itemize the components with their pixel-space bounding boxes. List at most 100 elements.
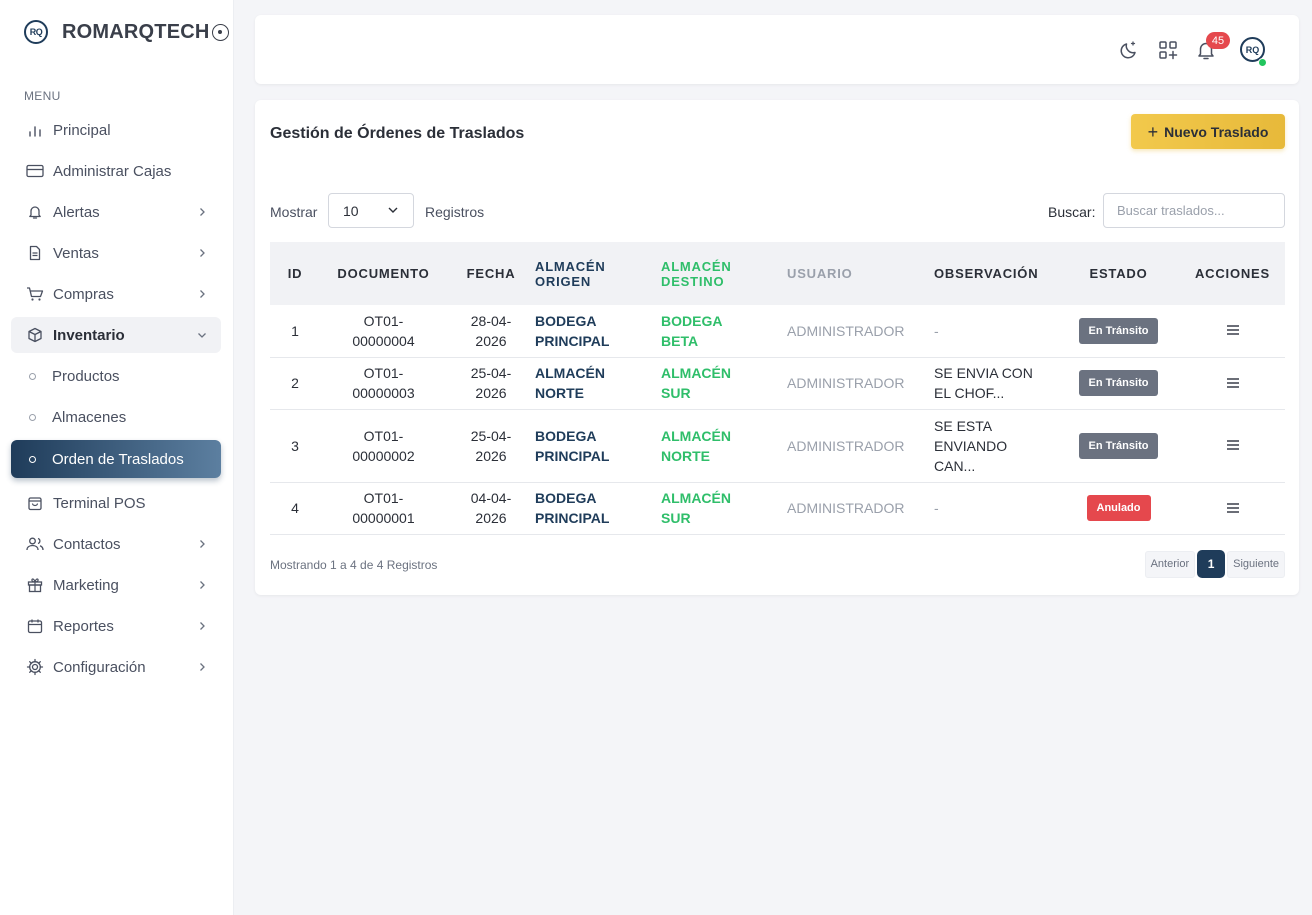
- sidebar-item-label: Reportes: [53, 617, 114, 635]
- doc-line: 00000001: [352, 510, 415, 526]
- sidebar: RQ ROMARQTECH MENU Principal Administrar…: [0, 0, 234, 915]
- settings-icon: [25, 657, 45, 677]
- table-row: 3 OT01- 00000002 25-04- 2026 BODEGA PRINCIP…: [270, 409, 1285, 483]
- column-header-almacen-origen[interactable]: ALMACÉN ORIGEN: [535, 242, 661, 305]
- obs-line: -: [934, 322, 939, 339]
- cell-origen: BODEGA PRINCIPAL: [535, 305, 661, 358]
- chevron-right-icon: [195, 619, 209, 633]
- sidebar-subitem-productos[interactable]: Productos: [11, 358, 221, 394]
- table-row: 2 OT01- 00000003 25-04- 2026 ALMACÉN NORTE …: [270, 357, 1285, 410]
- date-line: 04-04-: [470, 490, 512, 506]
- chevron-down-icon: [387, 203, 399, 219]
- new-transfer-label: Nuevo Traslado: [1164, 123, 1269, 140]
- sidebar-subitem-almacenes[interactable]: Almacenes: [11, 399, 221, 435]
- sidebar-item-administrar-cajas[interactable]: Administrar Cajas: [11, 153, 221, 189]
- sidebar-item-contactos[interactable]: Contactos: [11, 526, 221, 562]
- pagination-page-1[interactable]: 1: [1197, 550, 1226, 578]
- origin-line: BODEGA: [535, 312, 597, 329]
- sidebar-subitem-orden-de-traslados[interactable]: Orden de Traslados: [11, 440, 221, 478]
- date-line: 2026: [475, 332, 507, 349]
- sidebar-item-reportes[interactable]: Reportes: [11, 608, 221, 644]
- doc-line: OT01-: [363, 427, 404, 444]
- cell-estado: En Tránsito: [1057, 409, 1180, 483]
- search-input[interactable]: [1103, 193, 1285, 228]
- sidebar-toggle-icon[interactable]: [211, 23, 229, 41]
- notifications-badge: 45: [1206, 32, 1230, 49]
- actions-menu-icon[interactable]: [1223, 498, 1243, 518]
- header-line: ALMACÉN: [661, 258, 732, 274]
- cell-destino: ALMACÉN SUR: [661, 482, 787, 535]
- chevron-down-icon: [195, 328, 209, 342]
- status-badge: En Tránsito: [1078, 370, 1159, 396]
- actions-menu-icon[interactable]: [1223, 320, 1243, 340]
- brand[interactable]: RQ ROMARQTECH: [24, 20, 229, 44]
- cell-observacion: -: [934, 482, 1057, 535]
- column-header-almacen-destino[interactable]: ALMACÉN DESTINO: [661, 242, 787, 305]
- cell-id: 1: [270, 305, 320, 358]
- origin-line: NORTE: [535, 385, 584, 401]
- users-icon: [25, 534, 45, 554]
- actions-menu-icon[interactable]: [1223, 373, 1243, 393]
- cell-documento: OT01- 00000002: [320, 409, 447, 483]
- sidebar-item-label: Compras: [53, 285, 114, 303]
- dest-line: ALMACÉN: [661, 490, 731, 506]
- cell-id: 3: [270, 409, 320, 483]
- cell-documento: OT01- 00000004: [320, 305, 447, 358]
- table-row: 4 OT01- 00000001 04-04- 2026 BODEGA PRINCIP…: [270, 482, 1285, 535]
- doc-line: OT01-: [363, 312, 404, 329]
- brand-logo: RQ: [24, 20, 48, 44]
- column-header-id[interactable]: ID: [270, 242, 320, 305]
- new-transfer-button[interactable]: + Nuevo Traslado: [1131, 114, 1285, 149]
- sidebar-item-label: Alertas: [53, 203, 100, 221]
- cell-observacion: -: [934, 305, 1057, 358]
- sidebar-item-configuracion[interactable]: Configuración: [11, 649, 221, 685]
- cell-estado: Anulado: [1057, 482, 1180, 535]
- cell-estado: En Tránsito: [1057, 357, 1180, 410]
- sidebar-item-label: Principal: [53, 121, 111, 139]
- column-header-documento[interactable]: DOCUMENTO: [320, 242, 447, 305]
- plus-icon: +: [1147, 121, 1159, 142]
- sidebar-item-compras[interactable]: Compras: [11, 276, 221, 312]
- transfers-table: ID DOCUMENTO FECHA ALMACÉN ORIGEN ALMACÉN…: [270, 242, 1285, 535]
- obs-line: CAN...: [934, 457, 976, 474]
- sidebar-item-terminal-pos[interactable]: Terminal POS: [11, 485, 221, 521]
- pagination-prev-button[interactable]: Anterior: [1144, 550, 1196, 578]
- user-avatar[interactable]: RQ: [1240, 37, 1265, 62]
- column-header-usuario[interactable]: USUARIO: [787, 242, 934, 305]
- dest-line: ALMACÉN: [661, 365, 731, 381]
- cell-observacion: SE ESTA ENVIANDO CAN...: [934, 409, 1057, 483]
- sidebar-item-label: Configuración: [53, 658, 146, 676]
- obs-line: ENVIANDO: [934, 437, 1008, 454]
- cell-estado: En Tránsito: [1057, 305, 1180, 358]
- obs-line: EL CHOF...: [934, 385, 1005, 401]
- cell-id: 2: [270, 357, 320, 410]
- pagination-next-button[interactable]: Siguiente: [1227, 550, 1285, 578]
- column-header-observacion[interactable]: OBSERVACIÓN: [934, 242, 1057, 305]
- sidebar-item-principal[interactable]: Principal: [11, 112, 221, 148]
- sidebar-item-label: Contactos: [53, 535, 121, 553]
- sidebar-item-ventas[interactable]: Ventas: [11, 235, 221, 271]
- actions-menu-icon[interactable]: [1223, 435, 1243, 455]
- date-line: 2026: [475, 447, 507, 464]
- apps-grid-icon[interactable]: [1157, 39, 1179, 61]
- dest-line: BODEGA: [661, 312, 723, 329]
- sidebar-item-inventario[interactable]: Inventario: [11, 317, 221, 353]
- sidebar-item-alertas[interactable]: Alertas: [11, 194, 221, 230]
- column-header-estado[interactable]: ESTADO: [1057, 242, 1180, 305]
- cell-documento: OT01- 00000001: [320, 482, 447, 535]
- page-size-select[interactable]: 10: [328, 193, 414, 228]
- date-line: 25-04-: [470, 365, 512, 381]
- gift-icon: [25, 575, 45, 595]
- column-header-fecha[interactable]: FECHA: [447, 242, 535, 305]
- dark-mode-moon-icon[interactable]: [1118, 39, 1140, 61]
- cell-usuario: ADMINISTRADOR: [787, 409, 934, 483]
- doc-line: 00000003: [352, 385, 415, 401]
- chevron-right-icon: [195, 205, 209, 219]
- sidebar-item-label: Marketing: [53, 576, 119, 594]
- page-title: Gestión de Órdenes de Traslados: [270, 125, 525, 142]
- dest-line: BETA: [661, 332, 699, 349]
- cell-fecha: 25-04- 2026: [447, 409, 535, 483]
- cell-id: 4: [270, 482, 320, 535]
- sidebar-item-marketing[interactable]: Marketing: [11, 567, 221, 603]
- calendar-icon: [25, 616, 45, 636]
